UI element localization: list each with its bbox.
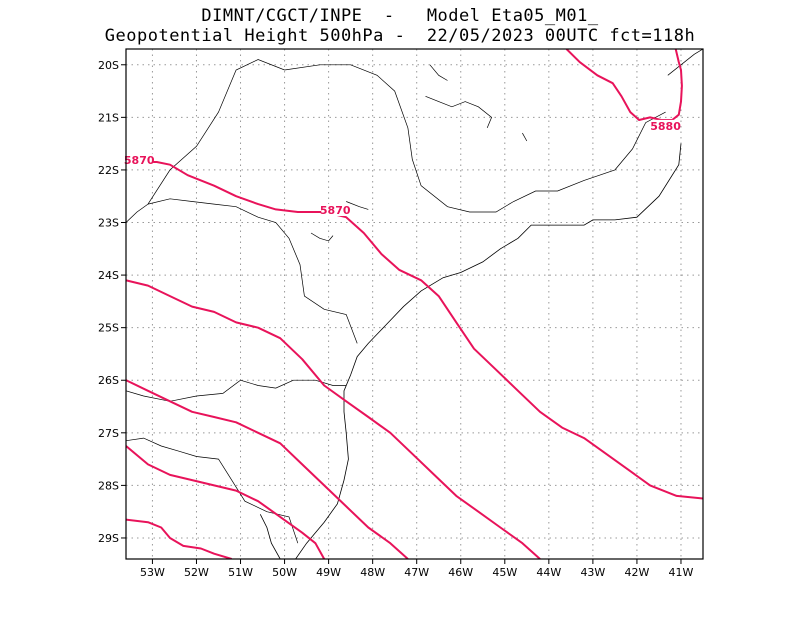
lon-tick-label: 50W bbox=[272, 566, 297, 579]
axis-labels: 20S 21S 22S 23S 24S 25S 26S 27S 28S 29S 53W 52W 51W 5… bbox=[98, 59, 694, 579]
reservoir-1 bbox=[425, 95, 493, 129]
lon-tick-label: 43W bbox=[580, 566, 605, 579]
lat-tick-label: 24S bbox=[98, 269, 119, 282]
contour-5840 bbox=[126, 445, 326, 559]
reservoir-5 bbox=[522, 132, 528, 142]
lon-tick-label: 48W bbox=[360, 566, 385, 579]
lat-tick-label: 25S bbox=[98, 322, 119, 335]
contour-value-label: 5870 bbox=[124, 154, 155, 167]
lon-tick-label: 45W bbox=[492, 566, 517, 579]
border-sp-pr bbox=[147, 198, 358, 344]
contour-5880 bbox=[565, 49, 683, 121]
lat-tick-label: 20S bbox=[98, 59, 119, 72]
contour-value-label: 5880 bbox=[650, 120, 681, 133]
geography-layer bbox=[126, 49, 703, 559]
lon-tick-label: 46W bbox=[448, 566, 473, 579]
contour-5850 bbox=[126, 379, 409, 559]
contour-labels: 5870 5870 5880 bbox=[124, 119, 681, 217]
border-sc-rs bbox=[126, 437, 299, 544]
reservoir-4 bbox=[429, 64, 448, 81]
lon-tick-label: 47W bbox=[404, 566, 429, 579]
reservoir-2 bbox=[310, 232, 334, 242]
lon-tick-label: 52W bbox=[184, 566, 209, 579]
lat-tick-label: 22S bbox=[98, 164, 119, 177]
contour-layer bbox=[126, 49, 703, 559]
contour-5870 bbox=[126, 158, 703, 500]
lon-tick-label: 44W bbox=[536, 566, 561, 579]
coastline-atlantic bbox=[295, 143, 682, 559]
lon-tick-label: 41W bbox=[669, 566, 694, 579]
lat-tick-label: 23S bbox=[98, 217, 119, 230]
border-north bbox=[667, 49, 703, 76]
lon-tick-label: 49W bbox=[316, 566, 341, 579]
map-title-line-2: Geopotential Height 500hPa - 22/05/2023 … bbox=[104, 26, 696, 46]
lat-tick-label: 28S bbox=[98, 479, 119, 492]
contour-5860 bbox=[126, 279, 541, 559]
coastline-lagoon bbox=[259, 514, 281, 559]
grid-lines bbox=[126, 49, 703, 559]
lon-tick-label: 53W bbox=[140, 566, 165, 579]
map-title-line-1: DIMNT/CGCT/INPE - Model Eta05_M01_ bbox=[201, 6, 599, 26]
reservoir-3 bbox=[346, 201, 369, 210]
lon-tick-label: 51W bbox=[228, 566, 253, 579]
contour-label-bg bbox=[321, 203, 350, 216]
lat-tick-label: 27S bbox=[98, 427, 119, 440]
map-frame bbox=[125, 48, 704, 560]
lat-tick-label: 29S bbox=[98, 532, 119, 545]
border-ms-sp bbox=[126, 203, 149, 223]
contour-5830 bbox=[126, 518, 232, 559]
lat-tick-label: 26S bbox=[98, 374, 119, 387]
contour-label-bg bbox=[651, 119, 680, 132]
lon-tick-label: 42W bbox=[624, 566, 649, 579]
lat-tick-label: 21S bbox=[98, 111, 119, 124]
contour-label-bg bbox=[125, 154, 154, 167]
border-mg-sp bbox=[147, 59, 666, 213]
border-pr-sc bbox=[126, 379, 347, 402]
contour-value-label: 5870 bbox=[320, 204, 351, 217]
